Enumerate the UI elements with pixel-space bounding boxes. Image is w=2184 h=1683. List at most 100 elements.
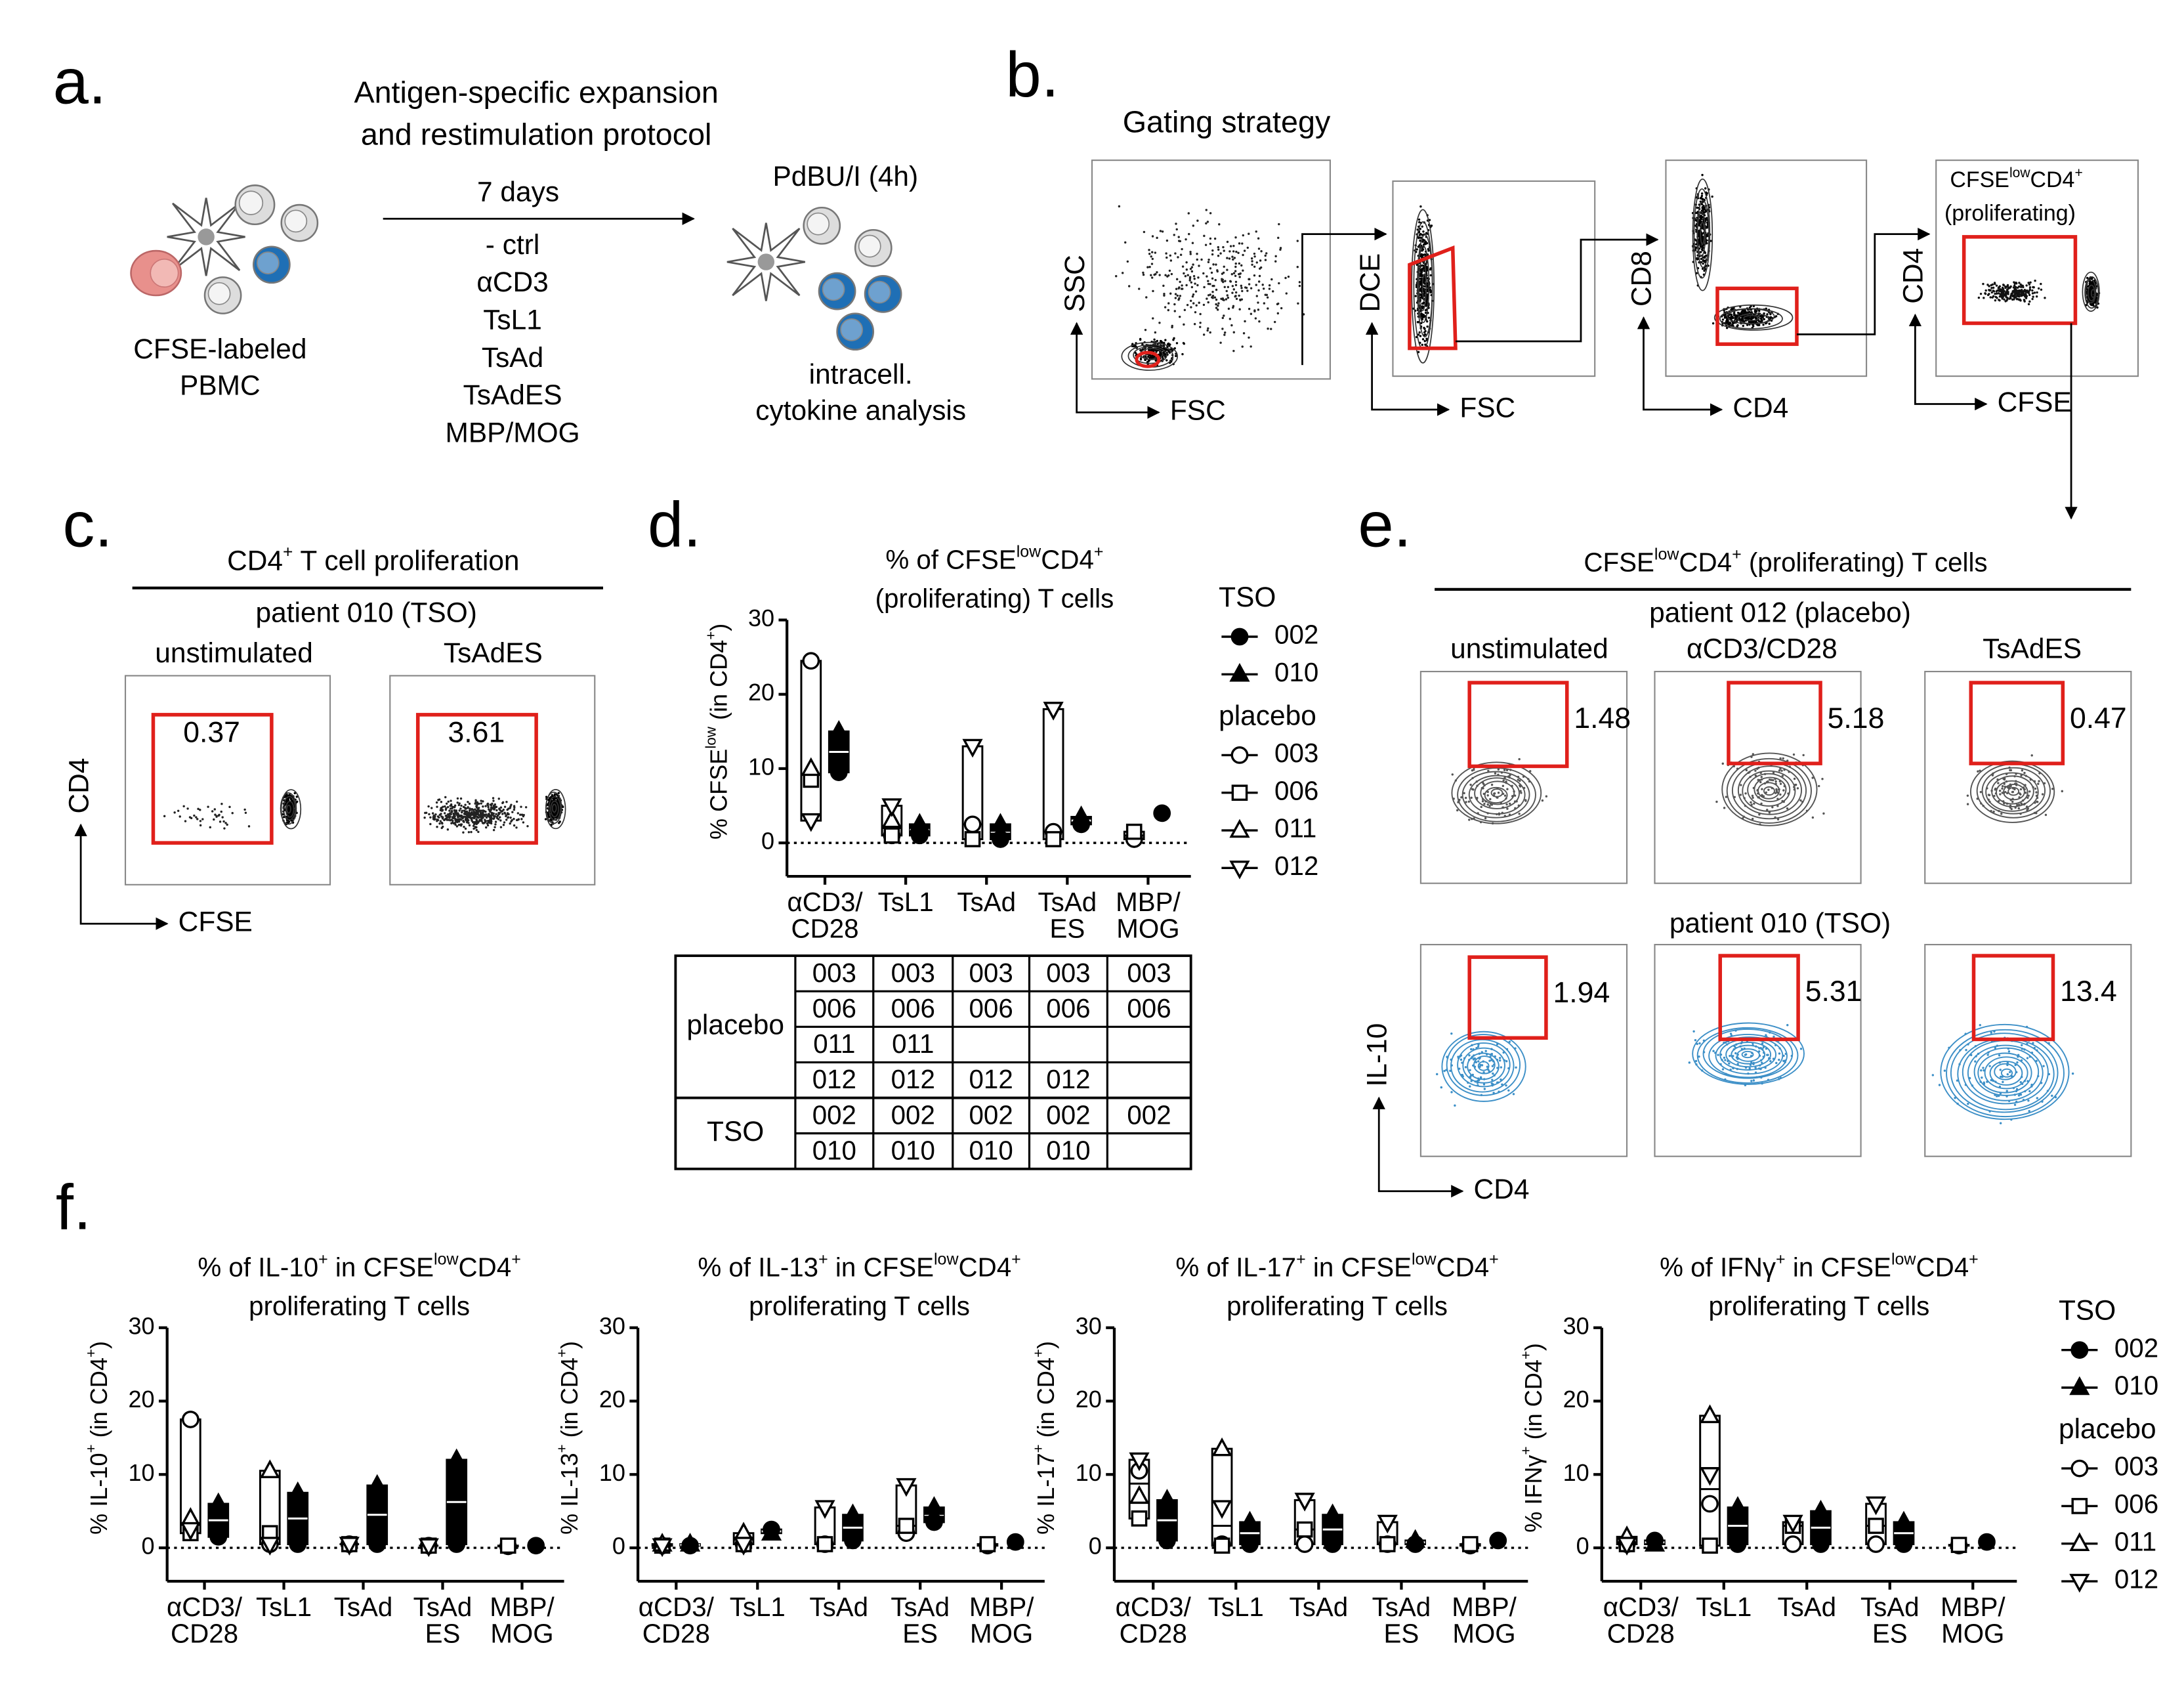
event-dot bbox=[1419, 278, 1421, 280]
legend-label: 006 bbox=[2114, 1489, 2158, 1519]
event-dot bbox=[1786, 807, 1789, 810]
event-dot bbox=[1238, 242, 1241, 245]
contour bbox=[1946, 1029, 2065, 1118]
event-dot bbox=[1988, 293, 1990, 295]
contour bbox=[1994, 1063, 2017, 1080]
event-dot bbox=[2027, 794, 2030, 797]
data-point: 012 bbox=[733, 1537, 754, 1556]
data-point: 010 bbox=[923, 1496, 945, 1515]
gate-label: (proliferating) bbox=[1944, 201, 2076, 226]
text-segment: (in CD4 bbox=[556, 1357, 583, 1444]
event-dot bbox=[1207, 280, 1209, 282]
event-dot bbox=[1418, 234, 1421, 236]
event-dot bbox=[1700, 232, 1703, 235]
data-point bbox=[1230, 628, 1249, 646]
event-dot bbox=[503, 812, 507, 815]
condition-label: unstimulated bbox=[155, 637, 313, 668]
text-segment: + bbox=[1776, 1250, 1786, 1268]
event-dot bbox=[2037, 782, 2040, 785]
event-dot bbox=[451, 807, 453, 810]
event-dot bbox=[470, 817, 472, 820]
panel-label: e. bbox=[1358, 488, 1411, 560]
event-dot bbox=[1497, 792, 1500, 794]
event-dot bbox=[1768, 811, 1771, 814]
y-tick-label: 0 bbox=[142, 1533, 155, 1560]
event-dot bbox=[1702, 256, 1704, 259]
event-dot bbox=[556, 799, 559, 802]
data-point: 002 bbox=[844, 1531, 862, 1550]
event-dot bbox=[1163, 294, 1166, 297]
text-segment: ) bbox=[1032, 1341, 1059, 1349]
text-segment: CD4 bbox=[1041, 544, 1094, 574]
event-dot bbox=[1192, 224, 1194, 227]
event-dot bbox=[2034, 280, 2036, 282]
event-dot bbox=[1209, 293, 1211, 296]
text-segment: + bbox=[1517, 1446, 1534, 1455]
box bbox=[124, 675, 331, 885]
event-dot bbox=[1990, 287, 1993, 289]
event-dot bbox=[1297, 302, 1299, 305]
event-dot bbox=[1977, 770, 1979, 773]
x-tick-label: TsL1 bbox=[1208, 1592, 1264, 1622]
event-dot bbox=[1498, 1057, 1502, 1059]
event-dot bbox=[1215, 298, 1218, 301]
event-dot bbox=[492, 804, 495, 807]
text-segment: + bbox=[1094, 542, 1104, 561]
event-dot bbox=[2044, 813, 2048, 817]
contour bbox=[1477, 1061, 1490, 1071]
text-segment: CD4 bbox=[2030, 167, 2075, 192]
event-dot bbox=[1706, 221, 1709, 224]
event-dot bbox=[1209, 237, 1212, 240]
event-dot bbox=[1796, 787, 1799, 790]
y-tick-label: 30 bbox=[128, 1312, 154, 1339]
event-dot bbox=[1179, 280, 1181, 284]
event-dot bbox=[1240, 287, 1243, 289]
event-dot bbox=[487, 819, 490, 822]
event-dot bbox=[1731, 323, 1734, 326]
event-dot bbox=[1745, 1053, 1748, 1056]
event-dot bbox=[1144, 328, 1147, 331]
event-dot bbox=[1729, 1033, 1732, 1035]
event-dot bbox=[1489, 798, 1492, 801]
data-point: 006 bbox=[1213, 1537, 1230, 1554]
event-dot bbox=[1202, 333, 1206, 336]
event-dot bbox=[423, 817, 426, 819]
event-dot bbox=[1700, 227, 1704, 230]
event-dot bbox=[1206, 297, 1208, 300]
event-dot bbox=[1704, 187, 1707, 190]
event-dot bbox=[1470, 796, 1473, 799]
y-tick-label: 30 bbox=[748, 605, 774, 631]
event-dot bbox=[2012, 286, 2015, 289]
panel-label: b. bbox=[1005, 39, 1059, 110]
event-dot bbox=[1425, 337, 1428, 340]
event-dot bbox=[1203, 286, 1206, 289]
condition: TsAdES bbox=[463, 379, 562, 410]
event-dot bbox=[2030, 754, 2033, 757]
arrow bbox=[1301, 227, 1387, 366]
event-dot bbox=[1520, 792, 1522, 794]
event-dot bbox=[1150, 276, 1154, 279]
x-tick-label: αCD3/ bbox=[787, 887, 863, 917]
data-point: 006 bbox=[883, 827, 900, 844]
event-dot bbox=[1243, 249, 1246, 252]
event-dot bbox=[549, 818, 552, 821]
data-point: 003 bbox=[1701, 1495, 1719, 1513]
event-dot bbox=[1776, 818, 1780, 820]
event-dot bbox=[1183, 323, 1185, 326]
contour bbox=[1757, 782, 1780, 799]
event-dot bbox=[1152, 317, 1154, 320]
event-dot bbox=[1998, 1054, 2001, 1057]
event-dot bbox=[475, 820, 478, 823]
contour bbox=[1950, 1033, 2059, 1113]
event-dot bbox=[456, 801, 459, 804]
table-cell: 003 bbox=[812, 958, 856, 988]
event-dot bbox=[1778, 769, 1781, 772]
event-dot bbox=[247, 825, 251, 828]
x-tick-label: ES bbox=[425, 1618, 461, 1648]
event-dot bbox=[1424, 330, 1427, 333]
y-tick-label: 20 bbox=[599, 1386, 625, 1413]
event-dot bbox=[1183, 309, 1186, 311]
data-point: 002 bbox=[1489, 1531, 1507, 1550]
event-dot bbox=[1215, 263, 1217, 266]
event-dot bbox=[1226, 257, 1228, 259]
